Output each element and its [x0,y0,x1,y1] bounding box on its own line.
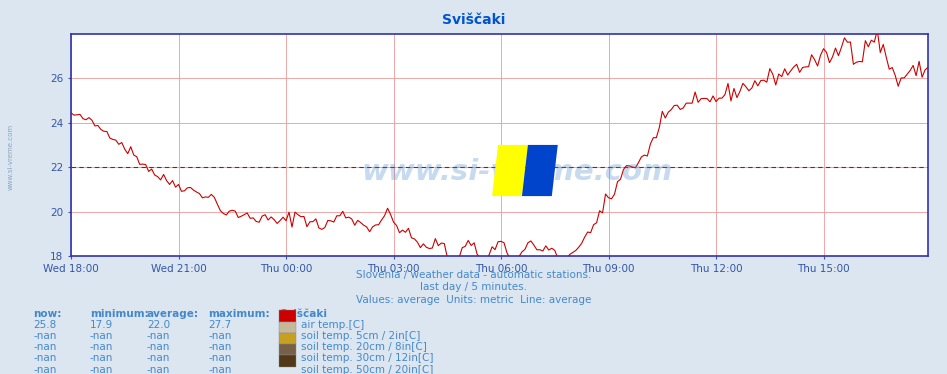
Text: -nan: -nan [33,342,57,352]
Text: www.si-vreme.com: www.si-vreme.com [8,124,13,190]
Text: Sviščaki: Sviščaki [279,309,328,319]
Text: Values: average  Units: metric  Line: average: Values: average Units: metric Line: aver… [356,295,591,305]
Text: 27.7: 27.7 [208,320,232,330]
Text: Sviščaki: Sviščaki [442,13,505,27]
Text: -nan: -nan [33,353,57,364]
Text: -nan: -nan [208,365,232,374]
Text: minimum:: minimum: [90,309,149,319]
Text: -nan: -nan [208,342,232,352]
Polygon shape [522,145,558,196]
Text: soil temp. 30cm / 12in[C]: soil temp. 30cm / 12in[C] [301,353,434,364]
Text: -nan: -nan [90,342,114,352]
Text: -nan: -nan [90,365,114,374]
Polygon shape [492,145,527,196]
Text: last day / 5 minutes.: last day / 5 minutes. [420,282,527,292]
Text: -nan: -nan [147,331,170,341]
Text: 22.0: 22.0 [147,320,170,330]
Text: -nan: -nan [208,331,232,341]
Text: air temp.[C]: air temp.[C] [301,320,365,330]
Text: now:: now: [33,309,62,319]
Text: 17.9: 17.9 [90,320,114,330]
Text: soil temp. 50cm / 20in[C]: soil temp. 50cm / 20in[C] [301,365,434,374]
Text: -nan: -nan [33,365,57,374]
Text: -nan: -nan [90,331,114,341]
Text: 25.8: 25.8 [33,320,57,330]
Text: soil temp. 20cm / 8in[C]: soil temp. 20cm / 8in[C] [301,342,427,352]
Text: maximum:: maximum: [208,309,270,319]
Text: soil temp. 5cm / 2in[C]: soil temp. 5cm / 2in[C] [301,331,420,341]
Text: -nan: -nan [147,342,170,352]
Text: Slovenia / weather data - automatic stations.: Slovenia / weather data - automatic stat… [356,270,591,280]
Text: -nan: -nan [208,353,232,364]
Text: www.si-vreme.com: www.si-vreme.com [361,157,672,186]
Text: -nan: -nan [147,353,170,364]
Text: -nan: -nan [147,365,170,374]
Text: -nan: -nan [90,353,114,364]
Text: -nan: -nan [33,331,57,341]
Text: average:: average: [147,309,199,319]
